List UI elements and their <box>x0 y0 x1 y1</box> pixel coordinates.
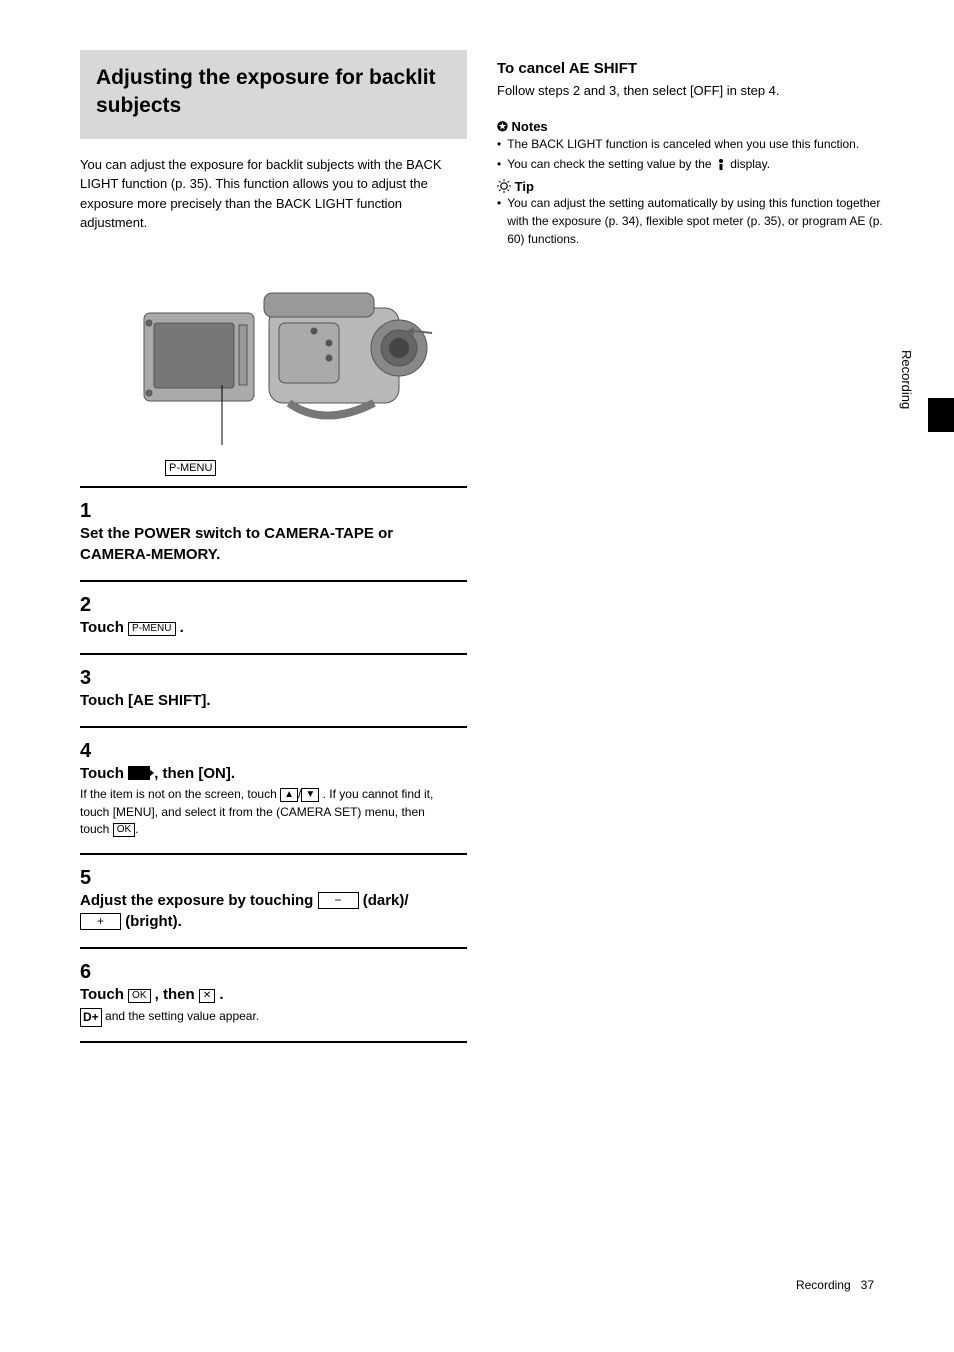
notes-heading: ✪ Notes <box>497 119 884 135</box>
step-sub-text: and the setting value appear. <box>105 1009 259 1023</box>
tips-list: You can adjust the setting automatically… <box>497 194 884 248</box>
notes-label: Notes <box>512 119 548 134</box>
step-text: Touch <box>80 765 128 782</box>
step-text: , then <box>155 986 199 1003</box>
up-icon: ▲ <box>280 788 298 802</box>
step-number: 3 <box>80 667 106 690</box>
step-text: (bright). <box>125 913 182 930</box>
note-text-part: You can check the setting value by the <box>507 157 715 171</box>
step-number: 2 <box>80 594 106 617</box>
close-x-icon: ✕ <box>199 989 215 1003</box>
step-6: 6 Touch OK , then ✕ . D+ and the setting… <box>80 947 467 1043</box>
notes-list: The BACK LIGHT function is canceled when… <box>497 135 884 173</box>
step-3: 3 Touch [AE SHIFT]. <box>80 653 467 726</box>
camcorder-svg <box>114 253 434 453</box>
page-title: Adjusting the exposure for backlit subje… <box>96 64 451 121</box>
right-column: To cancel AE SHIFT Follow steps 2 and 3,… <box>497 50 884 1043</box>
step-body: Touch [AE SHIFT]. <box>80 690 437 712</box>
d-plus-icon: D+ <box>80 1008 102 1027</box>
tip-item: You can adjust the setting automatically… <box>497 194 884 248</box>
cancel-heading: To cancel AE SHIFT <box>497 60 884 77</box>
step-sub: If the item is not on the screen, touch … <box>80 786 437 838</box>
notes-icon: ✪ <box>497 119 508 134</box>
step-body: Adjust the exposure by touching − (dark)… <box>80 890 437 934</box>
step-text: (dark)/ <box>363 892 409 909</box>
step-number: 6 <box>80 961 106 984</box>
pmenu-button-icon: P-MENU <box>128 622 175 636</box>
step-1: 1 Set the POWER switch to CAMERA-TAPE or… <box>80 486 467 581</box>
camcorder-illustration: P-MENU <box>80 253 467 476</box>
step-2: 2 Touch P-MENU . When the item is not di… <box>80 580 467 653</box>
page: Adjusting the exposure for backlit subje… <box>0 0 954 1073</box>
note-text-part: display. <box>730 157 770 171</box>
step-number: 1 <box>80 500 106 523</box>
step-sub: D+ and the setting value appear. <box>80 1008 437 1027</box>
step-body: Set the POWER switch to CAMERA-TAPE or C… <box>80 523 437 567</box>
tip-text: You can adjust the setting automatically… <box>507 194 884 248</box>
step-sub-text: If the item is not on the screen, touch <box>80 787 280 801</box>
step-number: 5 <box>80 867 106 890</box>
side-section-label: Recording <box>898 350 914 409</box>
step-body: Touch , then [ON]. If the item is not on… <box>80 763 437 839</box>
note-text: You can check the setting value by the d… <box>507 155 770 173</box>
step-text: , then [ON]. <box>154 765 235 782</box>
step-5: 5 Adjust the exposure by touching − (dar… <box>80 853 467 948</box>
footer-section: Recording <box>796 1278 851 1292</box>
footer-page-number: 37 <box>861 1278 874 1292</box>
note-item: The BACK LIGHT function is canceled when… <box>497 135 884 153</box>
step-text: . <box>219 986 223 1003</box>
step-text: Touch <box>80 986 128 1003</box>
page-footer: Recording 37 <box>0 1278 954 1292</box>
ok-icon: OK <box>113 823 135 837</box>
ok-icon: OK <box>128 989 150 1003</box>
film-icon <box>128 766 150 780</box>
tip-lightbulb-icon <box>497 179 511 193</box>
minus-button-icon: − <box>318 892 359 909</box>
step-text: . <box>180 619 184 636</box>
note-text: The BACK LIGHT function is canceled when… <box>507 135 859 153</box>
tip-heading: Tip <box>497 179 884 194</box>
side-tab <box>928 398 954 432</box>
tip-label: Tip <box>515 179 534 194</box>
step-number: 4 <box>80 740 106 763</box>
plus-button-icon: + <box>80 913 121 930</box>
title-block: Adjusting the exposure for backlit subje… <box>80 50 467 139</box>
step-text: Touch [AE SHIFT]. <box>80 692 211 709</box>
step-body: Touch P-MENU . When the item is not disp… <box>80 617 437 639</box>
info-icon <box>715 158 727 170</box>
pmenu-label-box: P-MENU <box>165 460 216 476</box>
note-item: You can check the setting value by the d… <box>497 155 884 173</box>
step-text: Touch <box>80 619 128 636</box>
down-icon: ▼ <box>301 788 319 802</box>
left-column: Adjusting the exposure for backlit subje… <box>80 50 467 1043</box>
step-text: Adjust the exposure by touching <box>80 892 318 909</box>
step-sub-text: . <box>135 822 138 836</box>
step-4: 4 Touch , then [ON]. If the item is not … <box>80 726 467 853</box>
step-body: Touch OK , then ✕ . D+ and the setting v… <box>80 984 437 1027</box>
cancel-text: Follow steps 2 and 3, then select [OFF] … <box>497 81 884 101</box>
intro-text: You can adjust the exposure for backlit … <box>80 155 467 233</box>
